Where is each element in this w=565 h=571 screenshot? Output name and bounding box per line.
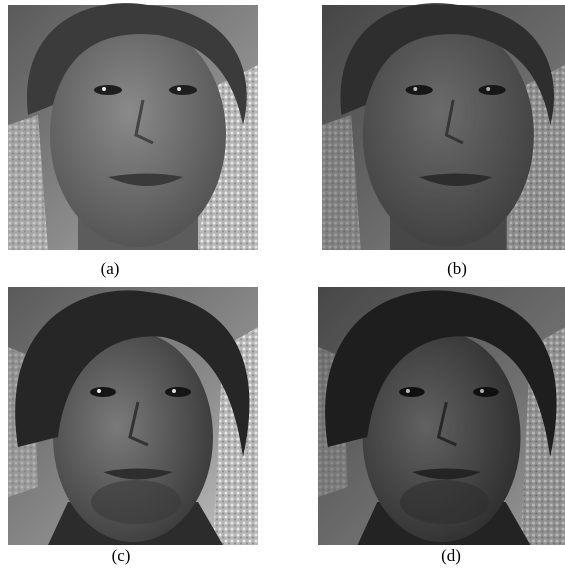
figure: (a) (b) (c) (d) [0, 0, 565, 571]
image-c [8, 287, 258, 545]
image-b [322, 3, 565, 250]
caption: (d) [441, 546, 461, 565]
image-d [318, 287, 565, 545]
image-a [8, 3, 258, 250]
caption: (b) [447, 259, 467, 278]
caption: (a) [101, 259, 120, 278]
page: {"figure": {"panels": [{"label": "(a)"},… [0, 0, 565, 571]
caption: (c) [112, 546, 131, 565]
